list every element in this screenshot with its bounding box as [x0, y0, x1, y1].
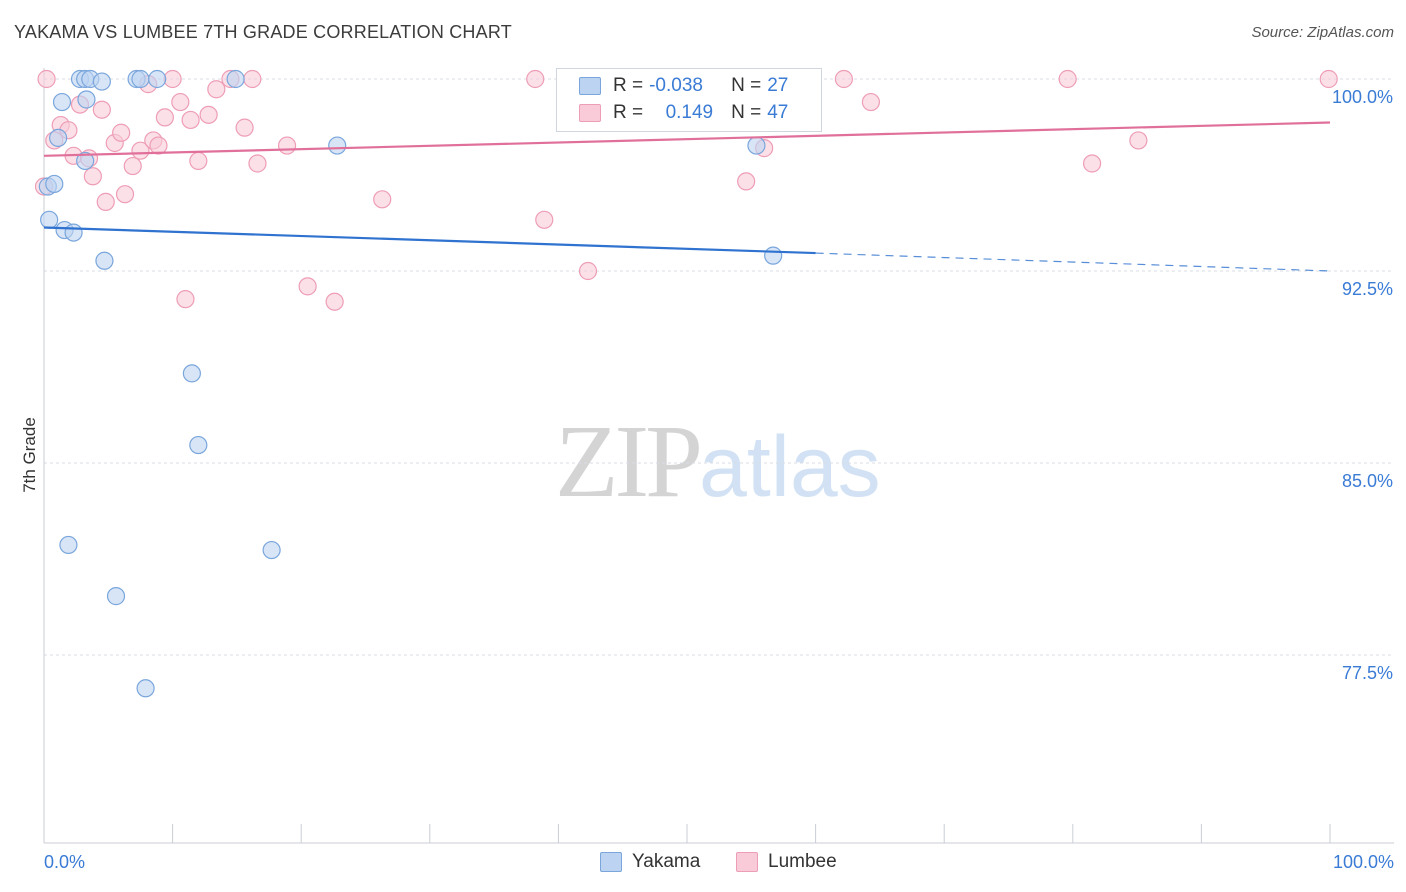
r-label: R =: [613, 75, 644, 96]
yakama-point: [328, 136, 347, 155]
lumbee-point: [1058, 69, 1077, 89]
lumbee-point: [373, 190, 392, 209]
yakama-point: [59, 535, 78, 555]
legend-label: Yakama: [632, 851, 701, 872]
watermark-atlas: atlas: [699, 419, 881, 515]
yakama-point: [148, 69, 167, 89]
yakama-point: [95, 251, 114, 270]
lumbee-point: [112, 123, 131, 142]
lumbee-point: [737, 172, 756, 191]
r-value: 0.149: [665, 102, 714, 123]
data-points: [34, 69, 1338, 698]
yakama-point: [49, 128, 68, 147]
yakama-point: [262, 540, 281, 560]
lumbee-point: [149, 136, 168, 155]
lumbee-point: [325, 292, 344, 311]
x-tick-max: 100.0%: [1332, 852, 1394, 872]
lumbee-point: [235, 118, 254, 137]
lumbee-point: [526, 69, 545, 89]
trend-lines: [43, 121, 1331, 272]
yakama-point: [92, 72, 111, 91]
lumbee-point: [176, 290, 195, 309]
y-tick-labels: 100.0% 92.5% 85.0% 77.5%: [1332, 87, 1393, 683]
r-label: R =: [613, 102, 644, 123]
yakama-point: [64, 223, 83, 242]
yakama-point: [226, 69, 245, 89]
n-label: N =: [731, 75, 762, 96]
correlation-legend: R = -0.038 N = 27 R = 0.149 N = 47: [556, 68, 822, 132]
lumbee-point: [578, 261, 598, 281]
yakama-point: [52, 92, 72, 112]
lumbee-point: [171, 92, 190, 112]
yakama-point: [136, 679, 155, 698]
y-tick-label: 85.0%: [1342, 471, 1393, 491]
yakama-point: [747, 136, 766, 155]
lumbee-point: [189, 151, 208, 171]
y-tick-label: 77.5%: [1342, 663, 1393, 683]
chart-title: YAKAMA VS LUMBEE 7TH GRADE CORRELATION C…: [14, 22, 512, 42]
lumbee-point: [155, 108, 174, 127]
gridlines: [44, 78, 1394, 656]
yakama-trend-line: [43, 226, 816, 255]
yakama-point: [45, 174, 64, 194]
lumbee-point: [1129, 131, 1148, 150]
yakama-point: [77, 90, 96, 109]
yakama-point: [131, 69, 150, 89]
legend-row-yakama: R = -0.038 N = 27: [579, 74, 788, 98]
lumbee-point: [207, 80, 226, 99]
y-tick-label: 92.5%: [1342, 279, 1393, 299]
yakama-point: [106, 587, 126, 606]
n-value: 47: [767, 102, 789, 123]
lumbee-point: [181, 110, 200, 130]
yakama-point: [189, 435, 208, 455]
lumbee-point: [243, 69, 262, 89]
lumbee-point: [115, 185, 135, 204]
x-tick-min: 0.0%: [44, 852, 86, 872]
lumbee-point: [248, 154, 267, 173]
yakama-point: [40, 210, 59, 229]
lumbee-point: [92, 100, 111, 119]
lumbee-point: [861, 92, 880, 112]
yakama-swatch: [600, 852, 622, 872]
lumbee-point: [535, 210, 554, 229]
series-legend: Yakama Lumbee: [0, 851, 1406, 877]
lumbee-point: [277, 136, 297, 155]
yakama-point: [76, 151, 95, 171]
lumbee-point: [834, 69, 853, 89]
lumbee-point: [199, 105, 218, 124]
yakama-swatch: [579, 77, 601, 95]
watermark: ZIPatlas: [555, 402, 881, 521]
lumbee-point: [131, 141, 150, 160]
lumbee-trend-line: [43, 121, 1331, 157]
yakama-point: [764, 246, 783, 265]
legend-item-yakama: Yakama: [600, 851, 700, 873]
legend-row-lumbee: R = 0.149 N = 47: [579, 101, 788, 125]
lumbee-point: [1082, 154, 1102, 173]
n-label: N =: [731, 102, 762, 123]
lumbee-point: [83, 167, 102, 186]
source-label: Source: ZipAtlas.com: [1251, 24, 1394, 41]
lumbee-swatch: [736, 852, 758, 872]
y-tick-label: 100.0%: [1332, 87, 1393, 107]
lumbee-point: [163, 69, 182, 89]
lumbee-point: [37, 69, 56, 89]
legend-label: Lumbee: [768, 851, 837, 872]
lumbee-swatch: [579, 104, 601, 122]
yakama-point: [182, 364, 201, 383]
lumbee-point: [298, 277, 317, 296]
r-value: -0.038: [649, 75, 703, 96]
watermark-zip: ZIP: [555, 404, 703, 519]
legend-item-lumbee: Lumbee: [736, 851, 837, 873]
yakama-trend-extension: [815, 252, 1331, 272]
axes: [43, 68, 1394, 844]
lumbee-point: [96, 192, 115, 211]
lumbee-point: [123, 156, 142, 176]
n-value: 27: [767, 75, 789, 96]
lumbee-point: [1319, 69, 1338, 89]
